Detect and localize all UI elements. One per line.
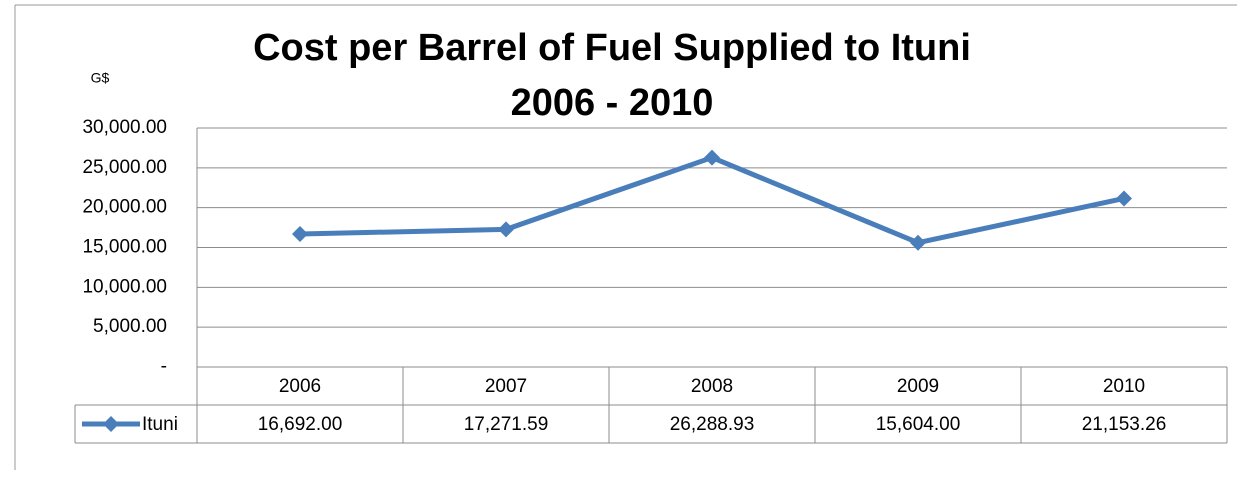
data-label: 26,288.93 [670,414,755,435]
y-tick-label: 15,000.00 [82,237,167,258]
x-tick-label: 2010 [1103,376,1145,397]
marker [1116,190,1132,207]
x-tick-label: 2007 [485,376,527,397]
marker [292,226,308,243]
y-tick-label: 10,000.00 [82,276,167,297]
x-tick-label: 2009 [897,376,939,397]
legend-marker [103,416,119,432]
y-tick-label: 30,000.00 [82,117,167,138]
marker [498,221,514,238]
chart-subtitle: 2006 - 2010 [511,82,714,124]
data-label: 16,692.00 [258,414,343,435]
y-axis-label: G$ [91,70,110,86]
x-tick-label: 2008 [691,376,733,397]
marker [704,149,720,166]
chart-title: Cost per Barrel of Fuel Supplied to Itun… [253,27,971,69]
data-label: 21,153.26 [1082,414,1167,435]
series-line [299,155,1125,246]
y-tick-label: 20,000.00 [82,197,167,218]
marker [910,234,926,251]
x-tick-label: 2006 [279,376,321,397]
data-label: 15,604.00 [876,414,961,435]
y-tick-label: 25,000.00 [82,157,167,178]
y-tick-label: - [161,356,167,377]
legend-label: Ituni [142,414,178,435]
y-tick-label: 5,000.00 [93,316,167,337]
data-label: 17,271.59 [464,414,549,435]
